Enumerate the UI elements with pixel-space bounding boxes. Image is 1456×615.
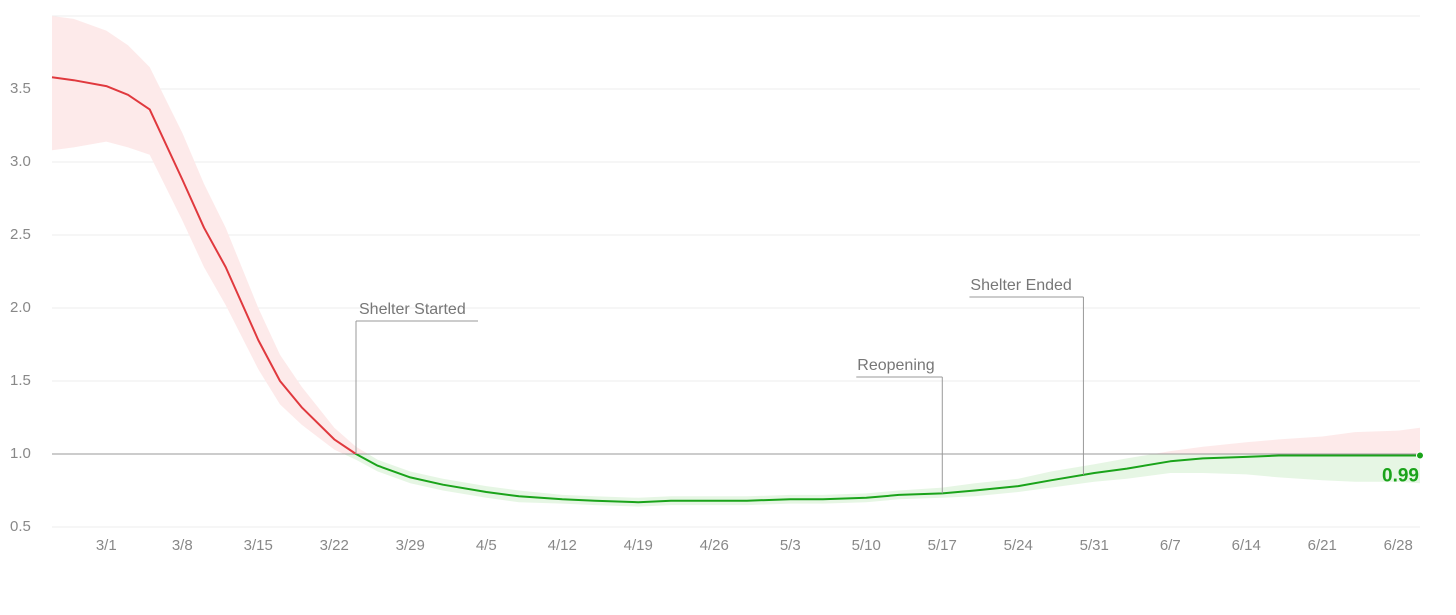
x-tick-label: 4/19 (624, 537, 653, 554)
end-point (1416, 451, 1424, 460)
value-label: 0.99 (1382, 465, 1419, 486)
confidence-band (52, 16, 1420, 507)
x-tick-label: 3/1 (96, 537, 117, 554)
y-tick-label: 1.5 (10, 372, 31, 389)
annotation-label: Reopening (857, 357, 934, 374)
annotation: Shelter Started (355, 301, 478, 454)
x-tick-label: 5/24 (1004, 537, 1033, 554)
x-tick-label: 4/12 (548, 537, 577, 554)
annotation-label: Shelter Started (359, 301, 466, 318)
y-tick-label: 3.0 (10, 153, 31, 170)
y-tick-label: 3.5 (10, 80, 31, 97)
x-tick-label: 6/28 (1384, 537, 1413, 554)
y-tick-label: 1.0 (10, 445, 31, 462)
x-tick-label: 3/8 (172, 537, 193, 554)
x-tick-label: 3/15 (244, 537, 273, 554)
x-tick-label: 5/10 (852, 537, 881, 554)
annotation-label: Shelter Ended (970, 277, 1071, 294)
x-tick-label: 5/17 (928, 537, 957, 554)
x-tick-label: 6/14 (1232, 537, 1261, 554)
x-tick-label: 5/3 (780, 537, 801, 554)
x-tick-label: 3/22 (320, 537, 349, 554)
x-tick-label: 5/31 (1080, 537, 1109, 554)
rt-line (51, 76, 1420, 504)
y-tick-label: 2.0 (10, 299, 31, 316)
x-tick-label: 4/26 (700, 537, 729, 554)
x-tick-label: 6/21 (1308, 537, 1337, 554)
y-tick-label: 2.5 (10, 226, 31, 243)
x-tick-label: 3/29 (396, 537, 425, 554)
x-tick-label: 4/5 (476, 537, 497, 554)
y-tick-label: 0.5 (10, 518, 31, 535)
x-tick-label: 6/7 (1160, 537, 1181, 554)
annotation: Reopening (856, 357, 943, 494)
annotation: Shelter Ended (969, 277, 1084, 475)
